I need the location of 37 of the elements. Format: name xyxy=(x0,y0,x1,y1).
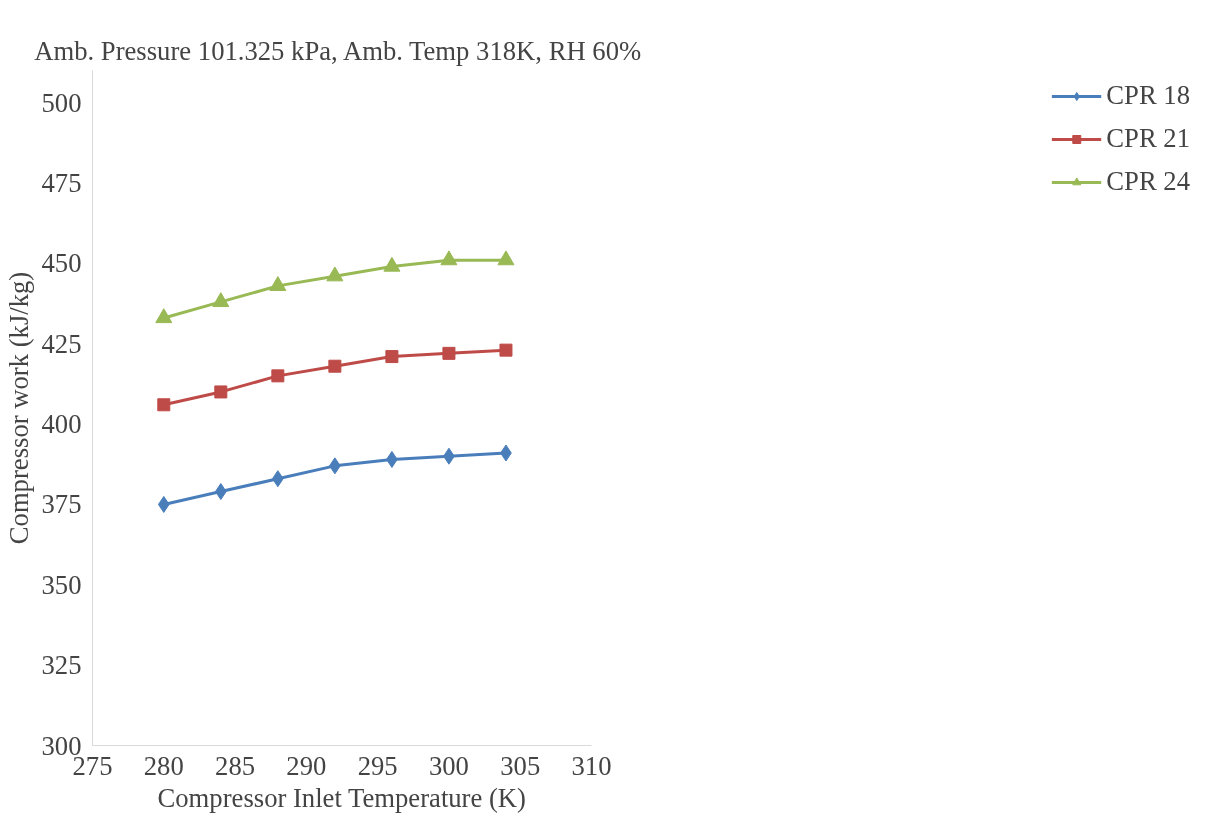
x-tick-label: 310 xyxy=(571,750,612,781)
point xyxy=(383,256,401,272)
point xyxy=(157,398,171,412)
point xyxy=(214,385,228,399)
point xyxy=(326,266,344,282)
x-tick-label: 305 xyxy=(500,750,541,781)
legend-label: CPR 21 xyxy=(1106,123,1190,154)
y-tick-label: 450 xyxy=(41,248,82,279)
y-tick-label: 425 xyxy=(41,328,82,359)
y-tick-label: 375 xyxy=(41,489,82,520)
legend-label: CPR 24 xyxy=(1106,166,1190,197)
point xyxy=(271,369,285,383)
x-tick-label: 290 xyxy=(286,750,327,781)
x-tick-label: 295 xyxy=(357,750,398,781)
point xyxy=(440,250,458,266)
y-tick-label: 350 xyxy=(41,569,82,600)
point xyxy=(157,495,170,513)
point xyxy=(212,292,230,308)
chart-title: Amb. Pressure 101.325 kPa, Amb. Temp 318K, RH 60% xyxy=(34,35,642,66)
x-tick-label: 280 xyxy=(143,750,184,781)
y-tick-label: 500 xyxy=(41,87,82,118)
point xyxy=(442,346,456,360)
y-tick-label: 400 xyxy=(41,409,82,440)
y-tick-label: 325 xyxy=(41,650,82,681)
point xyxy=(385,350,399,364)
x-axis-title: Compressor Inlet Temperature (K) xyxy=(157,782,527,813)
point xyxy=(269,276,287,291)
point xyxy=(214,483,227,501)
point xyxy=(155,308,173,324)
y-axis-title: Compressor work (kJ/kg) xyxy=(3,271,34,545)
x-tick-label: 300 xyxy=(428,750,469,781)
y-tick-label: 475 xyxy=(41,168,82,198)
legend-label: CPR 18 xyxy=(1106,80,1190,111)
point xyxy=(328,359,342,373)
x-tick-label: 285 xyxy=(215,750,256,781)
point xyxy=(497,250,515,266)
point xyxy=(499,343,513,357)
